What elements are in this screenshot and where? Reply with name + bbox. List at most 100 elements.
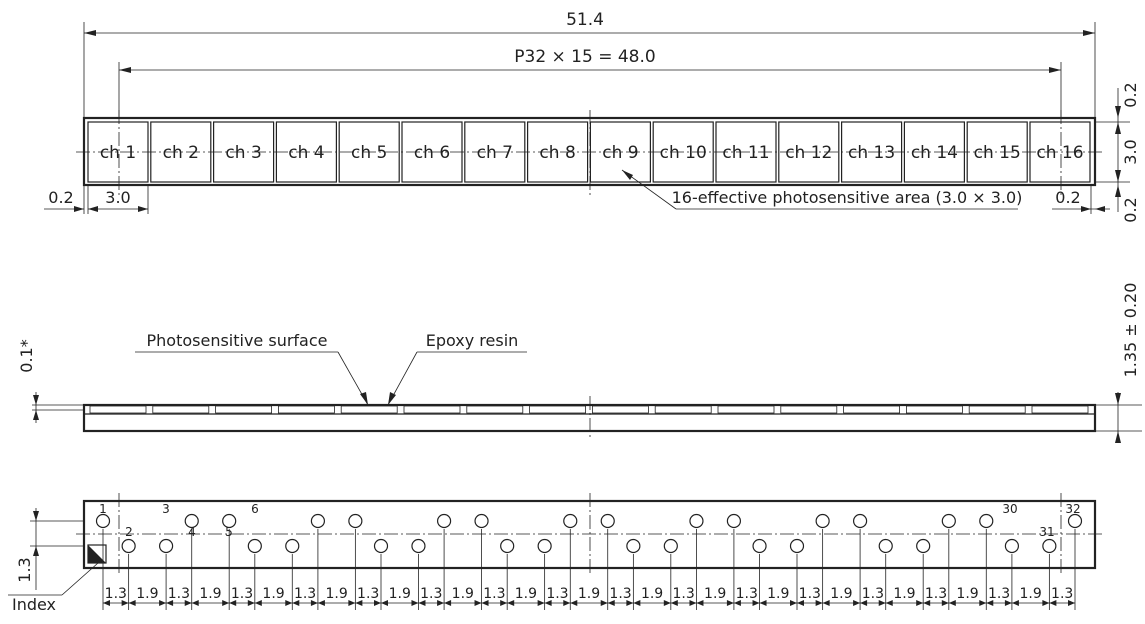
pitch-arrow (986, 600, 994, 606)
pitch-arrow (310, 600, 318, 606)
pin-label-1: 1 (99, 502, 107, 516)
overall-width-label: 51.4 (566, 10, 604, 30)
pitch-value: 1.3 (483, 586, 505, 602)
pitch-value: 1.9 (389, 586, 411, 602)
pitch-arrow (285, 600, 293, 606)
channel-label: ch 12 (785, 143, 832, 163)
pitch-value: 1.3 (862, 586, 884, 602)
index-triangle (88, 545, 106, 563)
pitch-arrow (544, 600, 552, 606)
pin (121, 538, 136, 554)
pitch-arrow (128, 600, 136, 606)
package-outline-top (82, 116, 1097, 187)
channel-label: ch 2 (163, 143, 199, 163)
pin (979, 513, 994, 529)
pitch-arrow (670, 600, 678, 606)
channel-label: ch 11 (722, 143, 769, 163)
pitch-arrow (948, 600, 956, 606)
pitch-arrow (822, 600, 830, 606)
pin (626, 538, 641, 554)
pitch-dimension-chain: 1.3 1.9 1.3 1.9 1.3 1.9 1.3 1.9 1.3 1.9 1.3 1.9 1.3 1… (103, 586, 1075, 606)
channel-label: ch 8 (539, 143, 575, 163)
side-element (215, 405, 273, 414)
pin-label-6: 6 (251, 502, 259, 516)
pitch-value: 1.3 (357, 586, 379, 602)
pitch-value: 1.9 (578, 586, 600, 602)
channel-label: ch 16 (1036, 143, 1083, 163)
pitch-arrow (184, 600, 192, 606)
pin-label-4: 4 (188, 525, 196, 539)
pin-label-31: 31 (1039, 525, 1054, 539)
channel-cell (652, 121, 714, 183)
pitch-arrow (941, 600, 949, 606)
pitch-arrow (663, 600, 671, 606)
pitch-arrow (1004, 600, 1012, 606)
side-element (403, 405, 461, 414)
pitch-value: 1.3 (420, 586, 442, 602)
pin (348, 513, 363, 529)
pitch-arrow (689, 600, 697, 606)
channel-cell (1029, 121, 1091, 183)
pitch-value: 1.3 (1051, 586, 1073, 602)
pitch-arrow (759, 600, 767, 606)
channel-cell (275, 121, 337, 183)
pitch-value: 1.9 (452, 586, 474, 602)
top-view: 51.4 P32 × 15 = 48.0 ch 1 ch 2 ch 3 ch 4 ch … (44, 10, 1140, 223)
channel-array: ch 1 ch 2 ch 3 ch 4 ch 5 ch 6 ch 7 ch 8 ch 9 ch 1… (87, 121, 1091, 183)
pitch-arrow (159, 600, 167, 606)
channel-label: ch 1 (100, 143, 136, 163)
pitch-arrow (607, 600, 615, 606)
side-element (340, 405, 398, 414)
side-element (906, 405, 963, 414)
pin (852, 513, 868, 529)
pin (247, 538, 262, 554)
channel-label: ch 15 (974, 143, 1021, 163)
pitch-arrow (979, 600, 987, 606)
pitch-arrow (292, 600, 300, 606)
pitch-arrow (696, 600, 704, 606)
total-thickness-label: 1.35 ± 0.20 (1121, 283, 1140, 378)
channel-cell (87, 121, 149, 183)
pitch-arrow (121, 600, 129, 606)
channel-cell (778, 121, 840, 183)
margin-right-label: 0.2 (1055, 188, 1080, 207)
pin (474, 513, 489, 529)
side-element (654, 405, 712, 414)
margin-top-label: 0.2 (1121, 82, 1140, 107)
pin-label-3: 3 (162, 502, 170, 516)
pin (411, 538, 426, 554)
pitch-arrow (1068, 600, 1075, 606)
channel-label: ch 6 (414, 143, 450, 163)
pin (1042, 538, 1057, 554)
pin (310, 513, 326, 529)
package-outline-bottom (82, 499, 1097, 570)
pitch-arrow (563, 600, 571, 606)
pitch-arrow (507, 600, 515, 606)
pitch-value: 1.3 (925, 586, 947, 602)
pitch-arrow (229, 600, 237, 606)
channel-cell (903, 121, 966, 183)
pitch-arrow (916, 600, 924, 606)
pitch-arrow (444, 600, 452, 606)
pitch-value: 1.3 (294, 586, 316, 602)
pin (789, 538, 805, 554)
pitch-value: 1.3 (673, 586, 695, 602)
pitch-arrow (789, 600, 797, 606)
pitch-value: 1.3 (799, 586, 821, 602)
effective-area-note: 16-effective photosensitive area (3.0 × … (672, 188, 1023, 207)
index-label: Index (12, 595, 56, 614)
pitch-arrow (103, 600, 110, 606)
pin (563, 513, 578, 529)
pitch-arrow (254, 600, 262, 606)
pin (537, 538, 552, 554)
pitch-arrow (853, 600, 861, 606)
pitch-value: 1.9 (704, 586, 726, 602)
pitch-value: 1.9 (641, 586, 663, 602)
element-width-label: 3.0 (105, 188, 130, 207)
pin (916, 538, 931, 554)
pitch-arrow (878, 600, 886, 606)
side-element (592, 405, 649, 414)
pin (941, 513, 956, 529)
channel-cell (526, 121, 589, 183)
